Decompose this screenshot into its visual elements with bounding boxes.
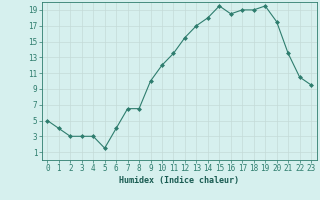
X-axis label: Humidex (Indice chaleur): Humidex (Indice chaleur) bbox=[119, 176, 239, 185]
